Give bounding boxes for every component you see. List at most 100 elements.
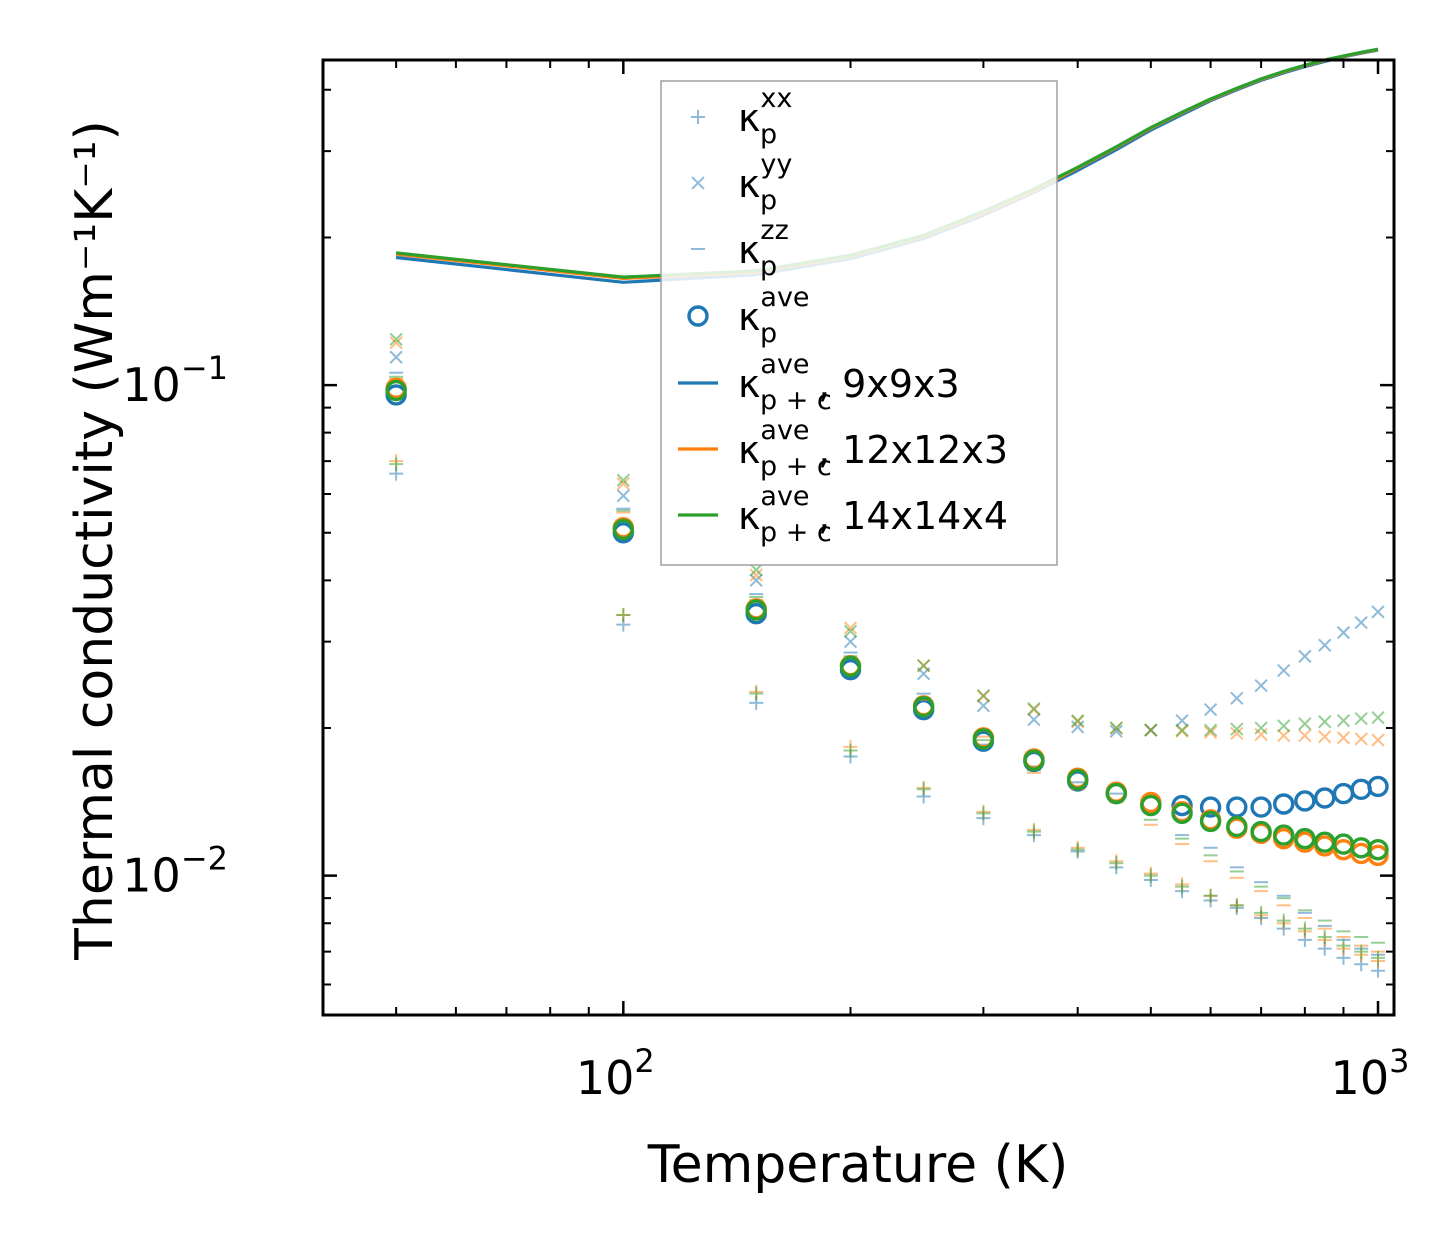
kxx-point-14x14x4-950K	[1354, 944, 1369, 959]
y-tick-label-0.1: 10−1	[122, 349, 228, 412]
kave-point-14x14x4-100K	[612, 518, 635, 541]
kyy-point-9x9x3-350K	[1027, 712, 1041, 727]
legend-entry-1: κxx p	[691, 83, 792, 150]
kave-point-9x9x3-800K	[1294, 790, 1316, 812]
kxx-point-14x14x4-100K	[616, 607, 631, 622]
kyy-point-9x9x3-650K	[1230, 691, 1244, 705]
kyy-point-12x12x3-1000K	[1371, 733, 1385, 747]
legend-box	[660, 80, 1058, 566]
kyy-point-14x14x4-150K	[749, 563, 763, 577]
kxx-point-14x14x4-850K	[1317, 929, 1332, 944]
kyy-point-12x12x3-850K	[1318, 730, 1332, 744]
kyy-point-14x14x4-600K	[1203, 723, 1218, 737]
kave-point-14x14x4-400K	[1066, 768, 1089, 791]
kave-point-9x9x3-1000K	[1367, 775, 1389, 798]
kxx-point-14x14x4-600K	[1203, 888, 1218, 903]
kave-point-14x14x4-50K	[385, 379, 407, 402]
kave-point-14x14x4-450K	[1105, 782, 1127, 805]
x-axis-label: Temperature (K)	[647, 1135, 1069, 1195]
kave-point-14x14x4-1000K	[1367, 838, 1389, 861]
kxx-point-14x14x4-550K	[1175, 879, 1190, 894]
kyy-point-14x14x4-900K	[1336, 714, 1351, 728]
kyy-point-9x9x3-850K	[1318, 638, 1332, 652]
plot-frame	[321, 58, 1396, 1017]
kyy-point-12x12x3-700K	[1254, 727, 1268, 742]
kxx-point-14x14x4-750K	[1276, 913, 1291, 928]
kave-point-14x14x4-250K	[912, 696, 935, 718]
kyy-point-14x14x4-450K	[1109, 721, 1123, 735]
kave-point-14x14x4-300K	[972, 728, 995, 750]
legend-label: κzz p	[738, 215, 789, 282]
kyy-point-9x9x3-800K	[1298, 649, 1312, 663]
kyy-point-14x14x4-350K	[1027, 702, 1041, 716]
kave-point-14x14x4-200K	[839, 655, 862, 678]
kyy-point-12x12x3-600K	[1203, 725, 1218, 739]
kyy-point-14x14x4-250K	[916, 658, 931, 673]
legend-plus-swatch	[691, 110, 705, 124]
kyy-point-9x9x3-550K	[1175, 714, 1189, 728]
legend-entry-2: κyy p	[691, 149, 792, 216]
kyy-point-9x9x3-200K	[843, 634, 858, 649]
kyy-point-12x12x3-50K	[389, 336, 403, 350]
data-layer	[385, 47, 1389, 978]
kyy-point-14x14x4-850K	[1318, 715, 1332, 729]
kyy-point-9x9x3-950K	[1354, 615, 1368, 630]
kyy-point-9x9x3-300K	[976, 699, 991, 713]
kxx-point-14x14x4-400K	[1070, 842, 1085, 857]
kxx-point-14x14x4-200K	[843, 743, 858, 758]
kyy-point-9x9x3-100K	[616, 489, 630, 503]
kxx-point-14x14x4-700K	[1254, 905, 1269, 920]
legend-label: κave p + c, 9x9x3	[738, 349, 960, 416]
kave-point-9x9x3-700K	[1250, 796, 1272, 818]
legend-circle-swatch	[687, 305, 709, 327]
kyy-point-9x9x3-600K	[1203, 702, 1218, 717]
kyy-point-14x14x4-300K	[976, 688, 991, 703]
kyy-point-9x9x3-50K	[389, 350, 403, 364]
kyy-point-12x12x3-200K	[843, 621, 858, 635]
kxx-point-14x14x4-300K	[976, 806, 991, 821]
kyy-point-14x14x4-200K	[843, 624, 858, 638]
kxx-point-14x14x4-900K	[1336, 938, 1351, 953]
legend-entry-4: κave p	[687, 282, 810, 349]
kave-point-14x14x4-800K	[1294, 827, 1316, 850]
kyy-point-9x9x3-400K	[1071, 720, 1085, 734]
legend-entry-7: κave p + c, 14x14x4	[678, 481, 1008, 548]
kxx-point-14x14x4-1000K	[1371, 950, 1386, 965]
legend-label: κxx p	[738, 83, 792, 150]
kave-point-14x14x4-600K	[1199, 810, 1222, 833]
kave-point-14x14x4-550K	[1171, 802, 1193, 825]
y-tick-label-0.01: 10−2	[122, 840, 228, 903]
kyy-point-14x14x4-750K	[1277, 719, 1291, 733]
kyy-point-14x14x4-950K	[1354, 711, 1368, 726]
kxx-point-14x14x4-50K	[389, 457, 404, 472]
legend-entry-3: κzz p	[691, 215, 789, 282]
kyy-point-14x14x4-500K	[1144, 723, 1158, 737]
kyy-point-9x9x3-700K	[1254, 678, 1268, 693]
legend-label: κave p + c, 12x12x3	[738, 415, 1008, 482]
kxx-point-14x14x4-250K	[916, 782, 931, 797]
kyy-point-12x12x3-800K	[1298, 728, 1312, 743]
legend-entry-6: κave p + c, 12x12x3	[678, 415, 1008, 482]
kave-point-14x14x4-650K	[1226, 815, 1248, 838]
kyy-point-9x9x3-900K	[1336, 625, 1351, 640]
legend-label: κave p	[738, 282, 810, 349]
kyy-point-14x14x4-50K	[389, 332, 403, 346]
kyy-point-9x9x3-1000K	[1371, 605, 1385, 619]
kyy-point-14x14x4-650K	[1230, 722, 1244, 736]
kyy-point-12x12x3-150K	[749, 568, 763, 582]
legend-entry-5: κave p + c, 9x9x3	[678, 349, 960, 416]
kyy-point-14x14x4-100K	[616, 473, 630, 487]
kyy-point-14x14x4-800K	[1298, 717, 1312, 731]
legend-label: κyy p	[738, 149, 792, 216]
kxx-point-14x14x4-150K	[749, 686, 764, 701]
kave-point-14x14x4-500K	[1140, 794, 1162, 817]
kave-point-14x14x4-700K	[1250, 820, 1272, 843]
legend-cross-swatch	[691, 176, 705, 190]
kave-point-9x9x3-600K	[1199, 796, 1222, 818]
kave-point-9x9x3-550K	[1171, 794, 1193, 817]
legend-label: κave p + c, 14x14x4	[738, 481, 1008, 548]
kyy-point-12x12x3-750K	[1277, 728, 1291, 743]
kave-point-14x14x4-150K	[745, 599, 767, 621]
